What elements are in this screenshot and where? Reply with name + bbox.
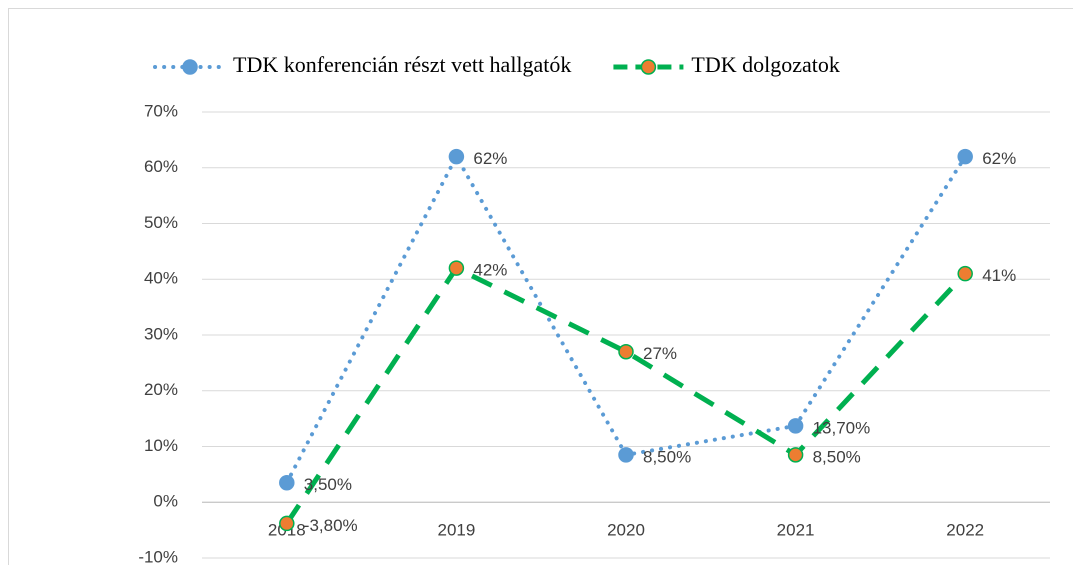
y-tick-label: 40% (144, 269, 178, 288)
data-label: 8,50% (643, 447, 691, 466)
x-tick-label: 2022 (946, 521, 984, 540)
legend-marker (640, 59, 657, 75)
x-tick-label: 2019 (437, 521, 475, 540)
point (787, 447, 804, 463)
point (787, 418, 804, 434)
data-label: 62% (982, 149, 1016, 168)
y-tick-label: 70% (144, 101, 178, 120)
point (957, 265, 973, 282)
chart-frame (8, 8, 1073, 565)
data-label: 62% (473, 149, 507, 168)
data-label: 8,50% (813, 447, 861, 466)
point (279, 515, 295, 532)
point (957, 148, 973, 165)
y-tick-label: 20% (144, 380, 178, 399)
point (448, 260, 465, 276)
legend-label: TDK konferencián részt vett hallgatók (233, 52, 571, 77)
x-tick-label: 2020 (607, 521, 645, 540)
data-label: 13,70% (813, 418, 871, 437)
y-tick-label: 0% (153, 492, 178, 511)
y-tick-label: 30% (144, 324, 178, 343)
point (279, 474, 295, 491)
x-tick-label: 2021 (777, 521, 815, 540)
legend-marker (182, 59, 198, 75)
y-tick-label: 10% (144, 436, 178, 455)
data-label: -3,80% (304, 516, 358, 535)
data-label: 27% (643, 344, 677, 363)
data-label: 42% (473, 261, 507, 280)
point (448, 148, 465, 165)
data-label: 41% (982, 266, 1016, 285)
legend-label: TDK dolgozatok (691, 52, 839, 77)
point (618, 447, 634, 463)
data-label: 3,50% (304, 475, 352, 494)
series-line (284, 264, 968, 525)
y-tick-label: -10% (138, 547, 178, 565)
y-tick-label: 50% (144, 213, 178, 232)
point (618, 343, 634, 360)
y-tick-label: 60% (144, 157, 178, 176)
